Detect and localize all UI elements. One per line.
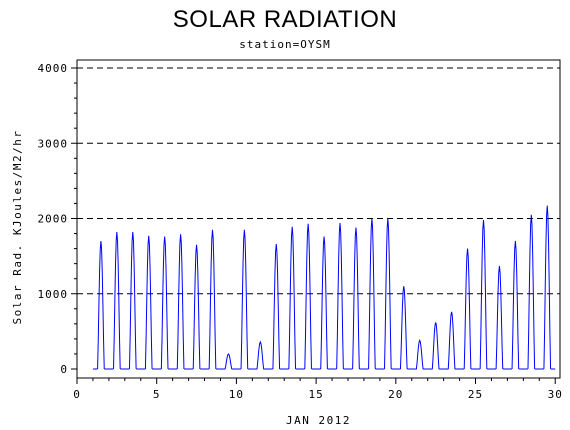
- data-point-day-24: [467, 248, 469, 250]
- data-point-day-5: [164, 236, 166, 238]
- data-point-day-6: [180, 234, 182, 236]
- x-tick-label-20: 20: [388, 388, 403, 401]
- data-point-day-27: [515, 240, 517, 242]
- data-point-day-11: [260, 341, 262, 343]
- data-point-day-12: [275, 243, 277, 245]
- x-tick-label-10: 10: [229, 388, 244, 401]
- x-tick-label-5: 5: [153, 388, 161, 401]
- series-line: [92, 205, 556, 370]
- data-point-day-4: [148, 235, 150, 237]
- data-point-day-20: [403, 285, 405, 287]
- data-point-day-26: [499, 265, 501, 267]
- data-point-day-3: [132, 231, 134, 233]
- data-point-day-7: [196, 244, 198, 246]
- chart-subtitle: station=OYSM: [239, 38, 331, 51]
- y-axis-label: Solar Rad. KJoules/M2/hr: [11, 130, 24, 325]
- data-point-day-13: [291, 226, 293, 228]
- data-point-day-23: [451, 311, 453, 313]
- data-point-day-22: [435, 322, 437, 324]
- x-tick-label-0: 0: [73, 388, 81, 401]
- data-point-day-19: [387, 218, 389, 220]
- x-tick-label-30: 30: [548, 388, 563, 401]
- data-point-day-16: [339, 222, 341, 224]
- data-point-day-18: [371, 218, 373, 220]
- data-point-day-28: [531, 214, 533, 216]
- data-point-day-15: [323, 236, 325, 238]
- chart-title: SOLAR RADIATION: [172, 6, 398, 33]
- y-tick-label-1000: 1000: [38, 288, 69, 301]
- y-tick-label-2000: 2000: [38, 213, 69, 226]
- data-point-day-14: [307, 223, 309, 225]
- y-tick-label-3000: 3000: [38, 137, 69, 150]
- data-point-day-2: [116, 231, 118, 233]
- x-axis-label: JAN 2012: [286, 414, 351, 427]
- data-point-day-10: [244, 229, 246, 231]
- data-point-day-8: [212, 229, 214, 231]
- y-tick-label-0: 0: [60, 363, 68, 376]
- x-tick-label-25: 25: [468, 388, 483, 401]
- data-point-day-9: [228, 353, 230, 355]
- y-tick-label-4000: 4000: [38, 62, 69, 75]
- x-tick-label-15: 15: [308, 388, 323, 401]
- data-point-day-25: [483, 219, 485, 221]
- data-point-day-29: [546, 205, 548, 207]
- data-point-day-17: [355, 227, 357, 229]
- data-point-day-21: [419, 340, 421, 342]
- data-point-day-1: [100, 240, 102, 242]
